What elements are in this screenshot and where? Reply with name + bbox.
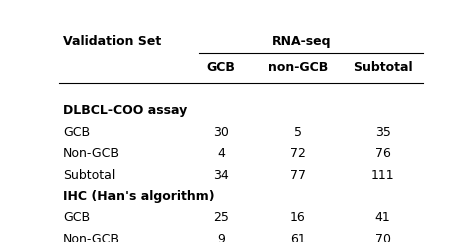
Text: 61: 61 <box>290 233 306 242</box>
Text: non-GCB: non-GCB <box>268 61 328 74</box>
Text: Subtotal: Subtotal <box>63 168 115 182</box>
Text: 76: 76 <box>374 147 391 160</box>
Text: 111: 111 <box>371 168 394 182</box>
Text: 9: 9 <box>217 233 225 242</box>
Text: 34: 34 <box>213 168 229 182</box>
Text: RNA-seq: RNA-seq <box>272 35 331 48</box>
Text: IHC (Han's algorithm): IHC (Han's algorithm) <box>63 190 215 203</box>
Text: DLBCL-COO assay: DLBCL-COO assay <box>63 104 187 117</box>
Text: Validation Set: Validation Set <box>63 35 161 48</box>
Text: Non-GCB: Non-GCB <box>63 147 120 160</box>
Text: 5: 5 <box>294 126 302 139</box>
Text: Subtotal: Subtotal <box>353 61 412 74</box>
Text: 77: 77 <box>290 168 306 182</box>
Text: 35: 35 <box>374 126 391 139</box>
Text: 41: 41 <box>374 211 391 224</box>
Text: GCB: GCB <box>207 61 235 74</box>
Text: GCB: GCB <box>63 126 90 139</box>
Text: 30: 30 <box>213 126 229 139</box>
Text: 72: 72 <box>290 147 306 160</box>
Text: 25: 25 <box>213 211 229 224</box>
Text: 70: 70 <box>374 233 391 242</box>
Text: 16: 16 <box>290 211 306 224</box>
Text: GCB: GCB <box>63 211 90 224</box>
Text: Non-GCB: Non-GCB <box>63 233 120 242</box>
Text: 4: 4 <box>217 147 225 160</box>
